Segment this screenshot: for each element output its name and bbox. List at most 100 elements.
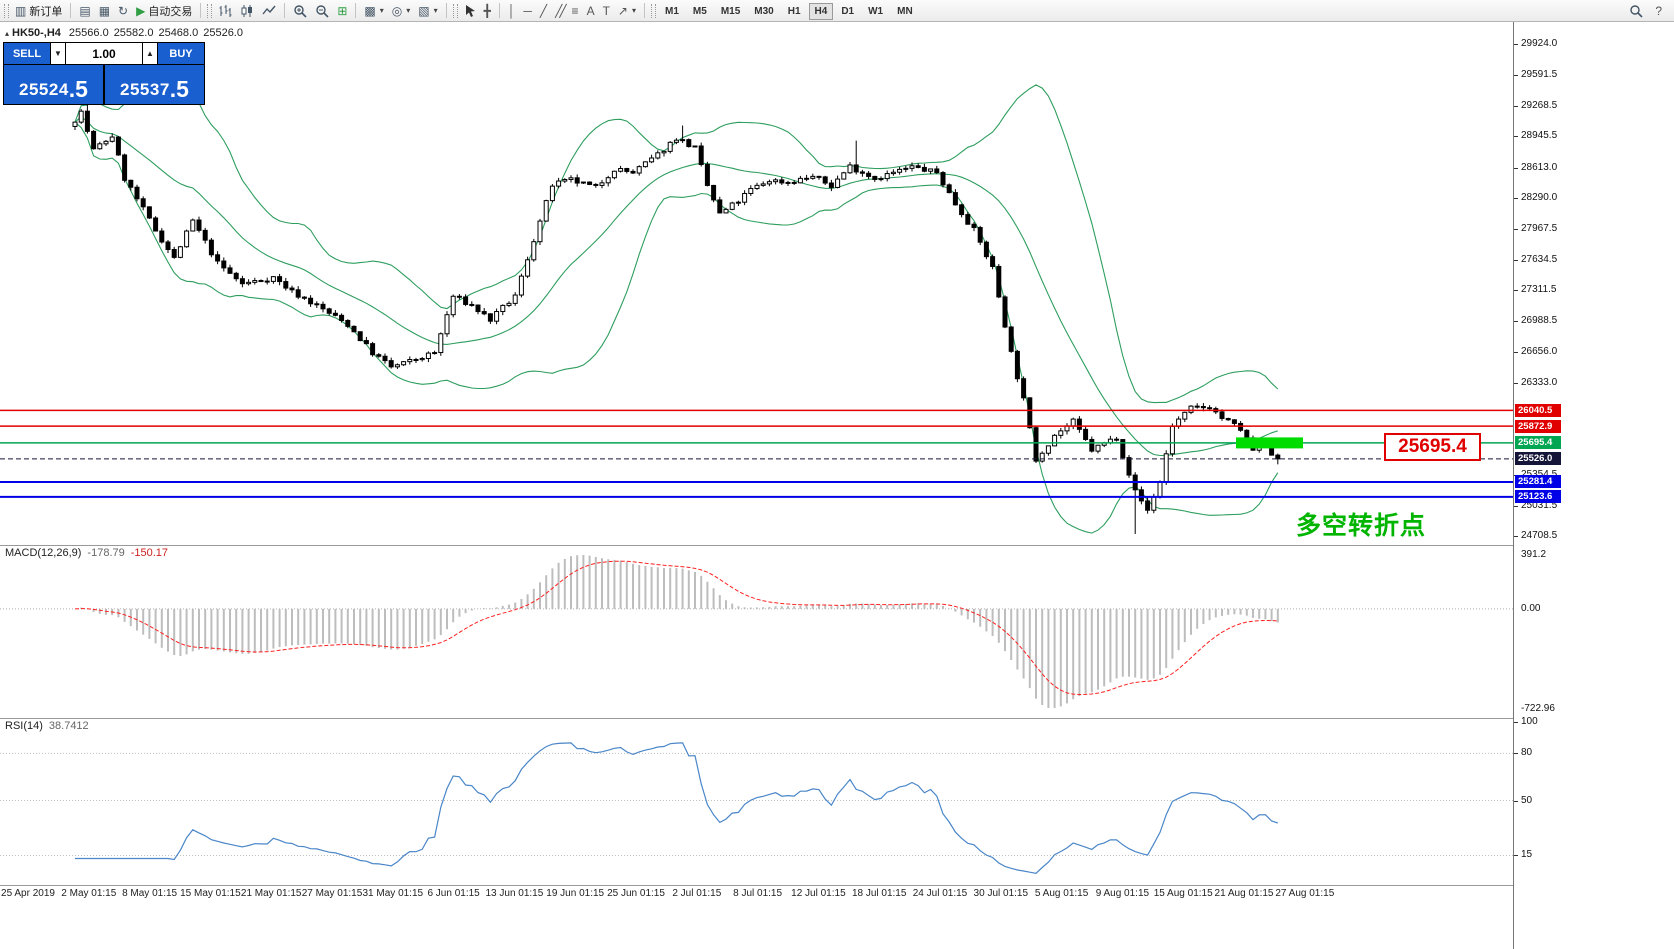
- toolbar-grip[interactable]: [4, 3, 9, 18]
- trendline-button[interactable]: ╱: [536, 1, 551, 20]
- buy-price[interactable]: 25537.5: [105, 65, 204, 104]
- arrow-object-icon: ↗: [617, 3, 628, 18]
- crosshair-icon: ╋: [483, 3, 491, 18]
- rsi-header: RSI(14) 38.7412: [5, 720, 89, 732]
- new-order-icon: ▥: [15, 3, 27, 18]
- candlestick-chart-button[interactable]: [236, 1, 258, 20]
- price-scale-label: 29591.5: [1521, 69, 1558, 81]
- price-scale-tick: [1514, 382, 1518, 384]
- rsi-chart[interactable]: [0, 718, 1513, 885]
- timeframe-button-m5[interactable]: M5: [687, 3, 713, 20]
- chevron-down-icon: ▾: [406, 6, 411, 15]
- rsi-value: 38.7412: [48, 720, 89, 732]
- timeframe-button-d1[interactable]: D1: [835, 3, 860, 20]
- metaeditor-icon: ↻: [118, 3, 129, 18]
- x-axis-label: 21 May 01:15: [240, 888, 302, 899]
- x-axis-label: 31 May 01:15: [362, 888, 424, 899]
- x-axis-label: 24 Jul 01:15: [912, 888, 968, 899]
- horizontal-line-button[interactable]: ─: [519, 1, 536, 20]
- zoom-in-button[interactable]: [289, 1, 311, 20]
- profiles-dropdown[interactable]: ◎ ▾: [388, 1, 415, 20]
- sell-price[interactable]: 25524.5: [4, 65, 103, 104]
- text-label-icon: T: [602, 3, 610, 18]
- toolbar-separator: [200, 3, 202, 18]
- price-scale-label: 25354.5: [1521, 469, 1557, 480]
- price-scale[interactable]: 391.2 0.00 -722.96 29924.0 29591.5 29268.5…: [1513, 22, 1674, 949]
- toolbar-grip[interactable]: [207, 3, 213, 18]
- zoom-out-button[interactable]: [311, 1, 333, 20]
- volume-decrease-button[interactable]: ▼: [51, 43, 65, 64]
- autotrading-button[interactable]: ▶ 自动交易: [132, 1, 196, 20]
- price-scale-tick: [1514, 536, 1518, 537]
- timeframe-button-h4[interactable]: H4: [808, 3, 834, 20]
- search-button[interactable]: [1625, 1, 1647, 20]
- channel-button[interactable]: ╱╱: [551, 1, 567, 20]
- price-scale-tick: [1514, 167, 1518, 169]
- new-chart-dropdown[interactable]: ▩ ▾: [360, 1, 387, 20]
- price-scale-label: 28945.5: [1521, 130, 1558, 142]
- timeframe-button-h1[interactable]: H1: [782, 3, 807, 20]
- horizontal-level-lines[interactable]: [0, 409, 1513, 498]
- collapse-arrow-icon[interactable]: ▴: [5, 29, 10, 38]
- annotation-text[interactable]: 多空转折点: [1296, 512, 1427, 540]
- timeframe-button-mn[interactable]: MN: [891, 3, 919, 20]
- cursor-button[interactable]: [460, 1, 480, 20]
- price-level-badge: 25872.9: [1515, 419, 1561, 433]
- toolbar-grip[interactable]: [452, 3, 458, 18]
- toolbar-grip[interactable]: [651, 3, 656, 18]
- sell-button[interactable]: SELL: [4, 43, 50, 64]
- volume-input[interactable]: 1.00: [66, 43, 142, 64]
- highlight-bar[interactable]: [1236, 437, 1303, 449]
- timeframe-button-m30[interactable]: M30: [748, 3, 779, 20]
- rsi-scale-label: 100: [1521, 716, 1538, 727]
- volume-increase-button[interactable]: ▲: [143, 43, 157, 64]
- help-button[interactable]: ?: [1651, 1, 1666, 20]
- ohlc-open: 25566.0: [68, 27, 109, 39]
- fibonacci-icon: ≡: [571, 3, 579, 18]
- buy-price-main: 25537: [120, 80, 170, 99]
- panel-divider[interactable]: [0, 545, 1674, 546]
- x-axis-label: 8 May 01:15: [122, 888, 178, 899]
- timeframe-button-m15[interactable]: M15: [715, 3, 746, 20]
- rsi-scale-tick: [1514, 855, 1518, 857]
- channel-icon: ╱╱: [555, 3, 567, 18]
- price-chart[interactable]: [0, 22, 1513, 545]
- bar-chart-button[interactable]: [214, 1, 236, 20]
- toolbar-separator: [445, 3, 447, 18]
- x-axis-label: 5 Aug 01:15: [1034, 888, 1089, 899]
- new-order-button[interactable]: ▥ 新订单: [11, 1, 66, 20]
- vertical-line-button[interactable]: │: [504, 1, 520, 20]
- market-watch-button[interactable]: ▤: [75, 1, 94, 20]
- templates-dropdown[interactable]: ▧ ▾: [414, 1, 441, 20]
- data-window-button[interactable]: ▦: [95, 1, 114, 20]
- buy-button[interactable]: BUY: [158, 43, 204, 64]
- x-axis-label: 15 May 01:15: [180, 888, 241, 899]
- macd-chart[interactable]: [0, 545, 1513, 718]
- tile-windows-button[interactable]: ⊞: [333, 1, 351, 20]
- price-scale-label: 27311.5: [1521, 284, 1557, 296]
- data-window-icon: ▦: [98, 3, 111, 18]
- rsi-line: [75, 742, 1278, 874]
- timeframe-button-m1[interactable]: M1: [659, 3, 685, 20]
- templates-icon: ▧: [418, 3, 430, 18]
- crosshair-button[interactable]: ╋: [480, 1, 495, 20]
- rsi-scale-label: 50: [1521, 794, 1533, 806]
- help-icon: ?: [1655, 3, 1662, 18]
- panel-divider[interactable]: [0, 718, 1674, 719]
- autotrading-play-icon: ▶: [136, 3, 146, 18]
- text-label-button[interactable]: T: [599, 1, 614, 20]
- trendline-icon: ╱: [539, 3, 548, 18]
- fibonacci-button[interactable]: ≡: [568, 1, 583, 20]
- text-button[interactable]: A: [583, 1, 599, 20]
- price-scale-label: 26656.0: [1521, 346, 1558, 358]
- metaeditor-button[interactable]: ↻: [114, 1, 132, 20]
- x-axis[interactable]: 25 Apr 2019 2 May 01:15 8 May 01:15 15 May …: [0, 885, 1513, 903]
- price-callout-label[interactable]: 25695.4: [1384, 433, 1481, 461]
- toolbar-separator: [498, 3, 500, 18]
- price-scale-label: 28290.0: [1521, 192, 1558, 204]
- price-scale-tick: [1514, 352, 1518, 354]
- timeframe-button-w1[interactable]: W1: [862, 3, 889, 20]
- panel-divider[interactable]: [0, 885, 1674, 886]
- arrows-dropdown[interactable]: ↗ ▾: [614, 1, 640, 20]
- line-chart-button[interactable]: [258, 1, 280, 20]
